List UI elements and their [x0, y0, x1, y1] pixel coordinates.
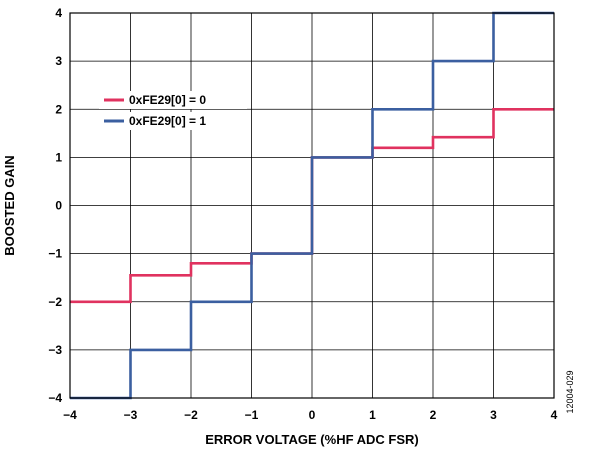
- x-tick-label: −4: [63, 408, 77, 422]
- series-line-2: [70, 11, 554, 400]
- y-tick-label: −4: [48, 391, 62, 405]
- y-tick-label: −3: [48, 343, 62, 357]
- legend-label-2: 0xFE29[0] = 1: [129, 114, 206, 128]
- legend-background: [99, 112, 247, 130]
- y-tick-label: −1: [48, 247, 62, 261]
- y-tick-label: 1: [55, 150, 62, 164]
- y-tick-label: 4: [55, 6, 62, 20]
- series-lines: [70, 11, 554, 400]
- y-tick-labels: −4 −3 −2 −1 0 1 2 3 4: [48, 6, 62, 405]
- x-tick-label: 0: [309, 408, 316, 422]
- y-tick-label: 0: [55, 199, 62, 213]
- y-axis-label: BOOSTED GAIN: [2, 155, 17, 255]
- x-tick-label: 2: [430, 408, 437, 422]
- x-tick-label: 3: [490, 408, 497, 422]
- x-tick-label: −3: [124, 408, 138, 422]
- x-tick-labels: −4 −3 −2 −1 0 1 2 3 4: [63, 408, 558, 422]
- figure-id: 12004-029: [565, 370, 575, 413]
- legend: 0xFE29[0] = 0 0xFE29[0] = 1: [99, 91, 247, 130]
- x-axis-label: ERROR VOLTAGE (%HF ADC FSR): [205, 432, 419, 447]
- plot-frame: [69, 12, 555, 399]
- x-tick-label: −2: [184, 408, 198, 422]
- legend-label-1: 0xFE29[0] = 0: [129, 93, 206, 107]
- x-tick-label: −1: [245, 408, 259, 422]
- legend-background: [99, 91, 247, 109]
- y-tick-label: 2: [55, 102, 62, 116]
- x-tick-label: 1: [369, 408, 376, 422]
- y-tick-label: −2: [48, 295, 62, 309]
- x-tick-label: 4: [551, 408, 558, 422]
- y-tick-label: 3: [55, 54, 62, 68]
